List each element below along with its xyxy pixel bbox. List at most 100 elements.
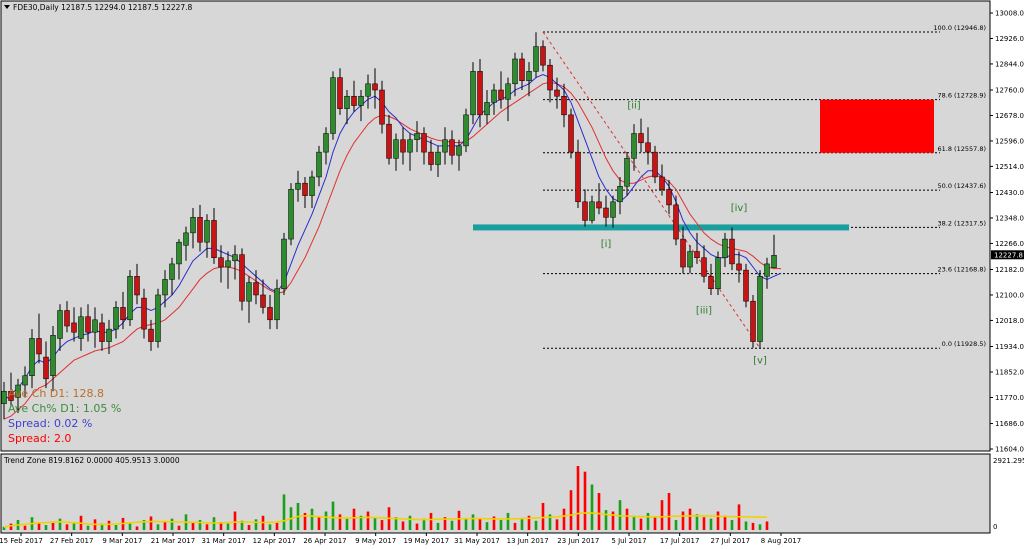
- trend-zone-bar: [177, 525, 181, 530]
- candle-body: [659, 176, 665, 190]
- candle-body: [50, 335, 56, 376]
- candle-body: [246, 282, 252, 302]
- candle-body: [281, 238, 287, 290]
- candle-body: [491, 89, 497, 103]
- trend-zone-bar: [744, 521, 748, 530]
- trend-zone-bar: [604, 510, 608, 530]
- indicator-panel-header: Trend Zone 819.8162 0.0000 405.9513 3.00…: [3, 456, 180, 465]
- trend-zone-bar: [667, 493, 671, 530]
- trend-zone-bar: [471, 514, 475, 530]
- candle-body: [561, 95, 567, 116]
- candle-body: [540, 46, 546, 66]
- candle-body: [666, 189, 672, 206]
- candle-body: [610, 201, 616, 218]
- candle-body: [274, 288, 280, 321]
- trend-zone-bar: [506, 512, 510, 530]
- trend-zone-bar: [639, 518, 643, 530]
- trend-zone-bar: [107, 520, 111, 530]
- candle-body: [120, 307, 126, 321]
- candle-body: [680, 238, 686, 268]
- candle-body: [645, 142, 651, 153]
- zones: [473, 99, 934, 231]
- fibonacci-level-label: 23.6 (12168.8): [938, 266, 987, 274]
- trend-line: [542, 31, 761, 349]
- trend-zone-bar: [394, 517, 398, 530]
- candle-body: [519, 58, 525, 81]
- trend-zone-bar: [485, 522, 489, 530]
- candle-body: [736, 263, 742, 271]
- candle-body: [582, 201, 588, 221]
- trend-zone-bar: [310, 508, 314, 530]
- candle-body: [22, 375, 28, 386]
- price-tick-label: 12926.0: [995, 35, 1024, 43]
- wave-label: [ii]: [627, 101, 640, 112]
- candle-body: [428, 151, 434, 165]
- panel-menu-triangle-icon[interactable]: [4, 5, 10, 9]
- trend-zone-bar: [51, 521, 55, 530]
- trend-zone-bar: [464, 519, 468, 530]
- time-tick-label: 5 Jul 2017: [611, 537, 646, 545]
- candle-body: [456, 145, 462, 156]
- candles: [1, 32, 777, 420]
- trend-zone-bar: [2, 526, 6, 530]
- candle-body: [169, 263, 175, 280]
- trend-zone-bar: [408, 515, 412, 530]
- wave-label: [i]: [601, 239, 612, 250]
- trend-zone-bar: [653, 517, 657, 530]
- trend-zone-bar: [135, 526, 139, 530]
- candle-body: [351, 95, 357, 106]
- candle-body: [302, 182, 308, 196]
- candle-body: [673, 204, 679, 240]
- candle-body: [43, 356, 49, 380]
- wave-label: [iii]: [696, 306, 712, 317]
- candle-body: [85, 316, 91, 333]
- trend-zone-bar: [429, 512, 433, 530]
- trend-zone-bar: [709, 518, 713, 530]
- trend-zone-bar: [58, 518, 62, 530]
- candle-body: [729, 238, 735, 265]
- trend-zone-bar: [688, 508, 692, 530]
- trend-zone-bar: [198, 520, 202, 530]
- candle-body: [652, 151, 658, 178]
- time-tick-label: 27 Feb 2017: [50, 537, 94, 545]
- candle-body: [575, 151, 581, 203]
- info-block: Ave Ch D1: 128.8 Ave Ch% D1: 1.05 % Spre…: [8, 387, 121, 445]
- trend-zone-bar: [751, 522, 755, 530]
- trend-zone-bar: [331, 501, 335, 530]
- candle-body: [715, 257, 721, 290]
- candle-body: [57, 310, 63, 339]
- trend-zone-bar: [401, 521, 405, 530]
- candle-body: [127, 276, 133, 321]
- fibonacci-level-label: 78.6 (12728.9): [938, 92, 987, 100]
- price-panel-header: FDE30,Daily 12187.5 12294.0 12187.5 1222…: [13, 3, 193, 12]
- trend-zone-bar: [247, 525, 251, 530]
- trend-zone-bar: [499, 520, 503, 530]
- price-axis: 13008.0 12926.0 12844.0 12760.0 12678.0 12596…: [990, 10, 1024, 454]
- support-band: [473, 224, 849, 231]
- fibonacci-levels: 100.0 (12946.8) 78.6 (12728.9) 61.8 (12557…: [543, 24, 987, 349]
- price-tick-label: 12100.0: [995, 291, 1024, 299]
- candle-body: [435, 151, 441, 165]
- trend-zone-bar: [170, 518, 174, 530]
- candle-body: [337, 77, 343, 109]
- candle-body: [99, 322, 105, 342]
- candle-body: [512, 58, 518, 85]
- candle-body: [15, 384, 21, 398]
- trend-zone-bar: [674, 520, 678, 530]
- time-tick-label: 9 May 2017: [355, 537, 396, 545]
- trend-zone-bar: [723, 515, 727, 530]
- time-tick-label: 9 Mar 2017: [102, 537, 142, 545]
- indicator-zero-tick: 0: [993, 523, 997, 531]
- candle-body: [393, 139, 399, 159]
- candle-body: [498, 89, 504, 100]
- supply-zone-rect: [820, 99, 934, 153]
- trend-zone-bar: [597, 493, 601, 530]
- trend-zone-bar: [191, 522, 195, 530]
- candle-body: [750, 300, 756, 342]
- current-price-tag: 12227.8: [991, 250, 1024, 260]
- trend-zone-bar: [492, 516, 496, 530]
- trend-zone-bar: [226, 523, 230, 530]
- trend-zone-bar: [660, 500, 664, 530]
- candle-body: [547, 64, 553, 91]
- candle-body: [624, 158, 630, 187]
